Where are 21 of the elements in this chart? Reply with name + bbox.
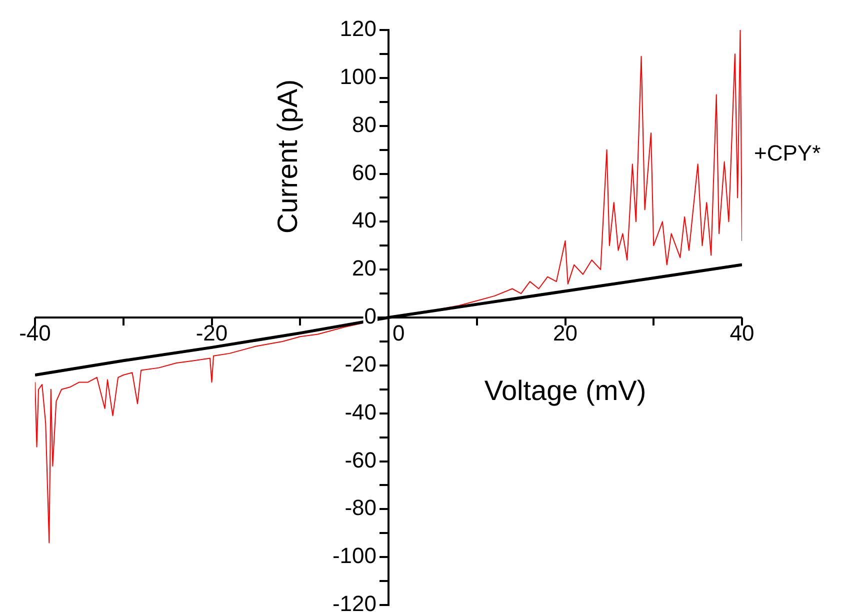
y-tick-label: 120 xyxy=(340,16,376,42)
x-tick-label: 20 xyxy=(553,320,578,346)
y-tick-label: 100 xyxy=(340,64,376,89)
y-tick-label: 80 xyxy=(352,112,376,137)
y-tick-label: -40 xyxy=(344,399,376,424)
series-label: +CPY* xyxy=(754,140,822,166)
y-tick-label: -120 xyxy=(332,591,376,615)
y-axis-title: Current (pA) xyxy=(272,79,304,234)
y-tick-label: -80 xyxy=(344,495,376,520)
y-tick-label: -60 xyxy=(344,447,376,472)
x-tick-label: 40 xyxy=(730,320,754,346)
x-tick-label: -40 xyxy=(19,320,51,346)
x-tick-label: -20 xyxy=(196,320,228,346)
x-axis-title: Voltage (mV) xyxy=(484,374,646,406)
y-tick-label: 60 xyxy=(352,160,376,185)
x-tick-label: 0 xyxy=(392,320,405,346)
y-tick-label: -100 xyxy=(332,543,376,568)
y-tick-label: -20 xyxy=(344,351,376,376)
y-tick-label: 20 xyxy=(352,256,376,281)
y-tick-label: 0 xyxy=(364,304,376,329)
y-tick-label: 40 xyxy=(352,208,376,233)
